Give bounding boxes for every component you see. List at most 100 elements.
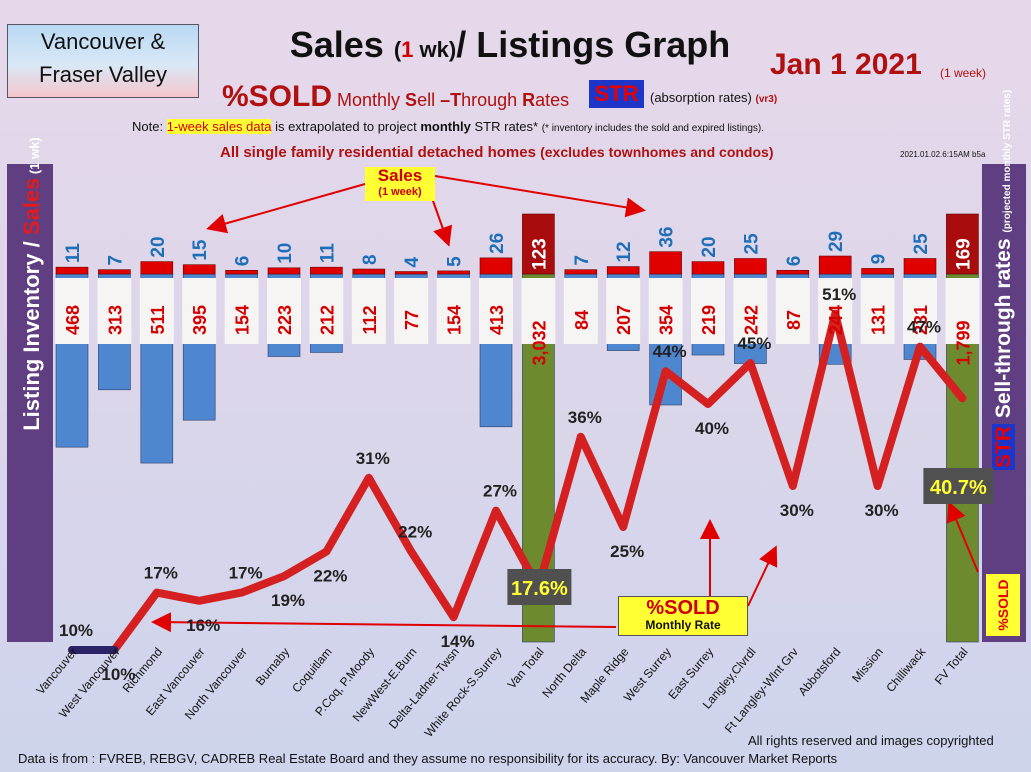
arrows-layer bbox=[151, 175, 979, 633]
listing-value-label: 1,799 bbox=[953, 320, 973, 365]
category-tick-label: Vancouver bbox=[33, 645, 80, 697]
listing-value-label: 354 bbox=[657, 305, 677, 335]
listing-label-bg bbox=[733, 278, 768, 344]
listing-label-bg bbox=[55, 278, 89, 344]
category-tick-label: Abbotsford bbox=[795, 645, 843, 698]
subtitle-ates: ates bbox=[535, 90, 570, 110]
sales-value-label: 6 bbox=[233, 256, 254, 267]
sold-value-label: 44% bbox=[653, 342, 687, 361]
sales-bar bbox=[55, 266, 89, 275]
subtitle-ell: ell bbox=[417, 90, 441, 110]
absorption-text: (absorption rates) bbox=[650, 90, 752, 105]
region-line-2: Fraser Valley bbox=[39, 62, 167, 87]
sales-bar bbox=[267, 267, 301, 275]
sales-bar bbox=[352, 268, 386, 275]
subtitle-rest: Monthly bbox=[332, 90, 406, 110]
sales-value-label: 8 bbox=[360, 254, 381, 265]
listing-label-bg bbox=[267, 278, 301, 344]
subtitle-r: R bbox=[522, 90, 536, 110]
category-tick-label: Coquitlam bbox=[289, 645, 334, 695]
sold-callout-line1: %SOLD bbox=[646, 597, 720, 619]
sold-value-label: 47% bbox=[907, 318, 941, 337]
sales-bar bbox=[225, 269, 258, 275]
sold-value-label: 27% bbox=[483, 482, 517, 501]
subtitle: %SOLD Monthly Sell –Through Rates bbox=[222, 80, 569, 114]
sales-value-label: 20 bbox=[148, 236, 169, 257]
sales-bar bbox=[310, 266, 343, 275]
listing-value-label: 212 bbox=[317, 305, 337, 335]
sold-arrow-str bbox=[946, 501, 979, 573]
sales-value-label: 15 bbox=[190, 239, 211, 261]
subtitle-hrough: hrough bbox=[461, 90, 523, 110]
total-sold-label: 17.6% bbox=[511, 578, 568, 600]
sales-arrow-right bbox=[434, 175, 646, 218]
sold-value-label: 45% bbox=[737, 334, 771, 353]
title-wk: wk) bbox=[413, 37, 457, 62]
listing-value-label: 511 bbox=[148, 305, 168, 334]
sold-callout: %SOLD Monthly Rate bbox=[618, 596, 748, 636]
sold-value-label: 51% bbox=[822, 285, 856, 304]
listing-label-bg bbox=[563, 278, 598, 344]
sales-bar bbox=[182, 264, 216, 275]
sales-bar bbox=[776, 269, 810, 275]
sales-value-label: 6 bbox=[784, 256, 805, 267]
listing-label-bg bbox=[351, 278, 386, 344]
title-part-2: / Listings Graph bbox=[456, 24, 731, 65]
listing-label-bg bbox=[139, 278, 174, 344]
sold-value-label: 22% bbox=[313, 567, 347, 586]
sold-value-label: 19% bbox=[271, 591, 305, 610]
sell-through-line bbox=[68, 309, 967, 654]
listing-value-label: 131 bbox=[869, 305, 889, 335]
sales-value-label: 29 bbox=[826, 231, 847, 252]
note-post: STR rates* bbox=[470, 119, 542, 134]
listing-value-label: 207 bbox=[614, 305, 634, 335]
sales-value-label: 12 bbox=[614, 241, 635, 262]
sold-arrow-right bbox=[747, 545, 778, 607]
subtitle-t: –T bbox=[440, 90, 462, 110]
listing-value-label: 87 bbox=[784, 310, 804, 330]
sales-value-label: 5 bbox=[445, 256, 466, 267]
sales-value-label: 7 bbox=[105, 255, 126, 266]
timestamp: 2021.01.02.6:15AM b5a bbox=[900, 150, 986, 159]
listing-label-bg bbox=[436, 278, 471, 344]
category-tick-label: FV Total bbox=[932, 645, 971, 688]
listing-value-label: 112 bbox=[360, 305, 380, 334]
listing-label-bg bbox=[97, 278, 132, 344]
sales-value-label: 11 bbox=[63, 243, 84, 264]
sales-bar bbox=[649, 251, 682, 275]
sold-value-label: 16% bbox=[186, 616, 220, 635]
total-sold-badge bbox=[923, 468, 994, 504]
listing-value-label: 231 bbox=[911, 305, 931, 335]
sales-bar bbox=[564, 269, 598, 275]
listing-value-label: 395 bbox=[190, 305, 210, 335]
sales-bar bbox=[734, 258, 767, 275]
subtitle-sold: %SOLD bbox=[222, 80, 333, 113]
listing-label-bg bbox=[182, 278, 217, 344]
sfr-small: (excludes townhomes and condos) bbox=[540, 144, 774, 160]
sold-value-label: 31% bbox=[356, 449, 390, 468]
sales-bar bbox=[394, 271, 428, 275]
listing-label-bg bbox=[648, 278, 683, 344]
sales-value-label: 20 bbox=[699, 236, 720, 257]
sales-bar bbox=[522, 213, 555, 275]
str-badge: STR bbox=[589, 80, 644, 108]
total-sold-label: 40.7% bbox=[930, 477, 987, 499]
listing-label-bg bbox=[394, 278, 429, 344]
category-tick-label: Chilliwack bbox=[883, 644, 929, 695]
sales-value-label: 36 bbox=[657, 227, 678, 248]
sales-bar bbox=[606, 266, 640, 275]
sales-arrow-left bbox=[206, 183, 366, 234]
sales-value-label: 9 bbox=[869, 254, 890, 265]
sales-value-label: 123 bbox=[529, 238, 550, 270]
absorption-note: (absorption rates) (vr3) bbox=[650, 90, 777, 105]
note-small: (* inventory includes the sold and expir… bbox=[541, 123, 765, 134]
sales-arrow-mid bbox=[431, 197, 453, 247]
listing-value-label: 244 bbox=[826, 305, 846, 335]
sales-callout: Sales (1 week) bbox=[365, 167, 435, 201]
sold-value-label: 17% bbox=[229, 564, 263, 583]
title-part-1: Sales bbox=[289, 24, 394, 65]
page-title: Sales (1 wk)/ Listings Graph bbox=[230, 24, 790, 66]
note-bold: monthly bbox=[420, 119, 471, 134]
sold-value-label: 30% bbox=[780, 501, 814, 520]
sold-value-label: 10% bbox=[101, 665, 135, 684]
